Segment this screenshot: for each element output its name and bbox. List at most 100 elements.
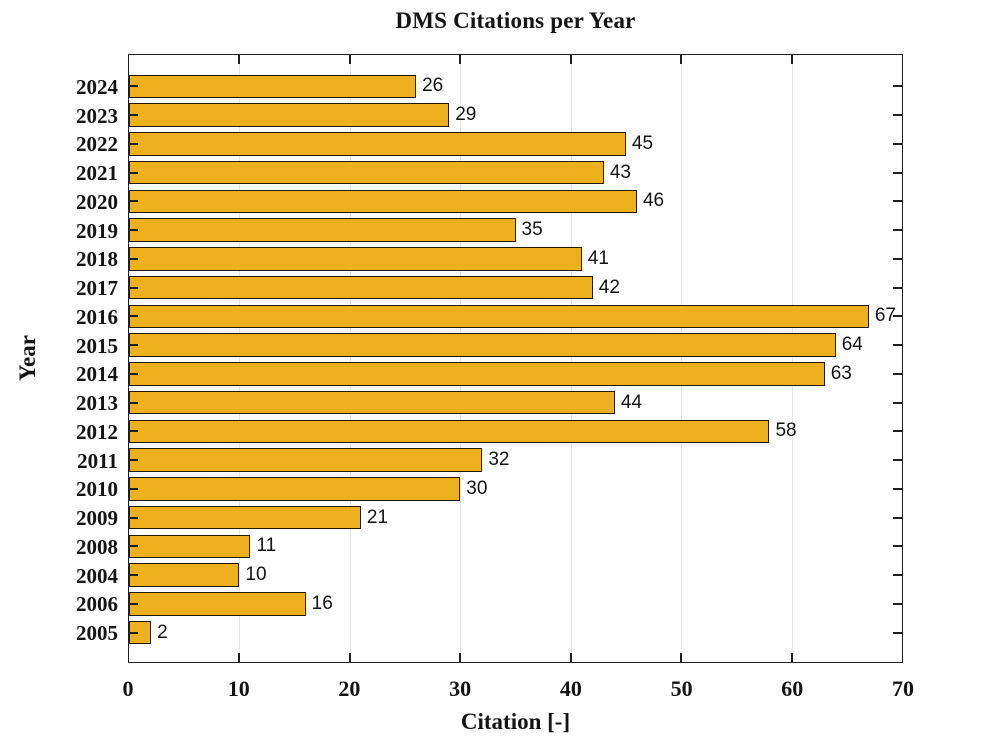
x-axis-tick-labels: 0 10 20 30 40 50 60 70 (123, 676, 915, 704)
bar-value-label: 45 (631, 132, 654, 154)
bar-row: 42 (129, 273, 902, 302)
y-tick-mark-left (129, 545, 138, 548)
bar-row: 16 (129, 590, 902, 619)
y-tick-mark-left (129, 430, 138, 433)
plot-area: 26 29 45 43 46 35 41 42 67 64 63 44 58 32 30 21 11 10 16 2 (128, 54, 903, 663)
bar (129, 103, 450, 127)
bar-row: 30 (129, 475, 902, 504)
y-tick-mark-left (129, 171, 138, 174)
y-tick-mark-right (893, 459, 902, 462)
bar-row: 67 (129, 302, 902, 331)
x-tick-label: 20 (338, 676, 361, 701)
bar-value-label: 11 (256, 535, 277, 557)
y-tick-mark-right (893, 430, 902, 433)
bar-value-label: 46 (642, 190, 665, 212)
bar (129, 189, 637, 214)
bar-row: 32 (129, 446, 902, 475)
x-tick-mark-bottom (459, 653, 462, 662)
gridline (460, 55, 462, 662)
y-tick-label: 2019 (76, 218, 118, 243)
y-tick-mark-left (129, 574, 138, 577)
y-tick-label: 2021 (76, 161, 118, 186)
bar-row: 46 (129, 187, 902, 216)
bar-value-label: 67 (874, 305, 896, 327)
y-tick-label: 2023 (76, 103, 118, 128)
x-tick-label: 30 (449, 676, 472, 701)
y-tick-label: 2020 (76, 189, 118, 214)
x-tick-mark-bottom (790, 653, 793, 662)
bar-value-label: 32 (488, 449, 510, 471)
bar-value-label: 43 (609, 161, 631, 183)
bar-row: 64 (129, 331, 902, 360)
y-tick-mark-right (893, 142, 902, 145)
gridline (681, 55, 683, 662)
bar-value-label: 41 (587, 247, 609, 269)
bar-row: 43 (129, 158, 902, 187)
bar-row: 41 (129, 245, 902, 274)
bar-value-label: 29 (455, 104, 477, 126)
x-tick-label: 60 (781, 676, 804, 701)
bar-value-label: 35 (521, 219, 543, 241)
y-tick-mark-right (893, 372, 902, 375)
x-tick-mark-bottom (569, 653, 572, 662)
gridline (791, 55, 793, 662)
y-tick-mark-left (129, 286, 138, 289)
x-tick-mark-top (790, 55, 793, 64)
y-tick-mark-left (129, 257, 138, 260)
y-tick-mark-left (129, 516, 138, 519)
bar-row: 26 (129, 72, 902, 101)
y-tick-mark-left (129, 142, 138, 145)
x-tick-mark-bottom (348, 653, 351, 662)
x-tick-label: 40 (559, 676, 582, 701)
x-tick-mark-top (348, 55, 351, 64)
y-tick-mark-right (893, 286, 902, 289)
bar (129, 390, 615, 415)
y-tick-mark-left (129, 200, 138, 203)
bar (129, 419, 770, 444)
y-tick-label: 2017 (76, 276, 118, 301)
bar-value-label: 42 (598, 276, 620, 298)
bar (129, 304, 869, 329)
y-tick-mark-left (129, 372, 138, 375)
y-tick-mark-left (129, 602, 138, 605)
x-tick-label: 0 (122, 676, 134, 701)
bar (129, 333, 836, 357)
bar-value-label: 2 (157, 621, 168, 643)
y-tick-mark-right (893, 574, 902, 577)
bar-value-label: 26 (422, 75, 444, 97)
bar (129, 563, 240, 587)
y-tick-mark-right (893, 315, 902, 318)
bar (129, 477, 461, 501)
bar (129, 505, 361, 530)
gridline (349, 55, 351, 662)
y-tick-mark-right (893, 171, 902, 174)
x-tick-mark-bottom (680, 653, 683, 662)
x-tick-label: 70 (892, 676, 914, 701)
y-tick-mark-left (129, 344, 138, 347)
bar-value-label: 58 (775, 420, 797, 442)
y-tick-mark-right (893, 401, 902, 404)
x-tick-label: 50 (670, 676, 693, 701)
y-tick-mark-right (893, 516, 902, 519)
bar (129, 362, 825, 386)
y-tick-label: 2009 (76, 506, 118, 531)
gridline (239, 55, 241, 662)
y-tick-mark-left (129, 487, 138, 490)
y-tick-label: 2016 (76, 304, 118, 329)
bar-row: 2 (129, 618, 902, 647)
y-tick-label: 2010 (76, 477, 118, 502)
bar (129, 448, 483, 472)
y-tick-label: 2015 (76, 333, 118, 358)
y-tick-mark-right (893, 229, 902, 232)
bar-row: 35 (129, 216, 902, 245)
bar (129, 592, 306, 616)
bar-row: 63 (129, 360, 902, 389)
bar-value-label: 44 (620, 391, 643, 413)
y-tick-mark-left (129, 631, 138, 634)
y-tick-label: 2005 (76, 621, 118, 646)
x-tick-mark-top (569, 55, 572, 64)
y-tick-mark-right (893, 257, 902, 260)
y-tick-label: 2012 (76, 419, 118, 444)
y-tick-label: 2006 (76, 592, 118, 617)
y-tick-label: 2024 (76, 74, 118, 99)
